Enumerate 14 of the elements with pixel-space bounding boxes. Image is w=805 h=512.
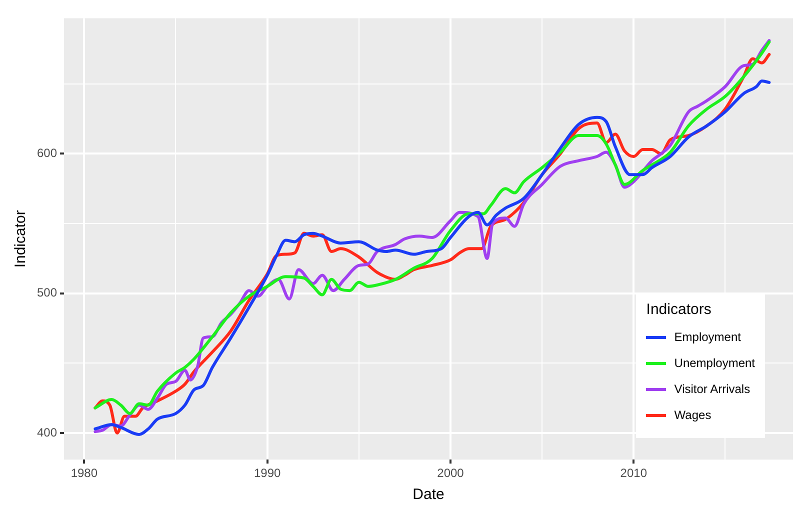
- legend-label: Unemployment: [674, 356, 755, 370]
- legend-title: Indicators: [646, 301, 712, 318]
- x-tick-label: 1980: [70, 466, 98, 480]
- x-axis-title: Date: [412, 486, 444, 504]
- legend-label: Wages: [674, 408, 712, 422]
- x-tick-label: 2010: [620, 466, 648, 480]
- y-tick-label: 500: [36, 286, 58, 300]
- x-tick-label: 1990: [254, 466, 281, 480]
- legend-label: Visitor Arrivals: [674, 382, 750, 396]
- y-tick-label: 600: [36, 146, 58, 160]
- y-axis-title: Indicator: [12, 210, 30, 268]
- x-tick-label: 2000: [437, 466, 464, 480]
- y-tick-label: 400: [36, 425, 58, 440]
- legend-label: Employment: [674, 330, 741, 344]
